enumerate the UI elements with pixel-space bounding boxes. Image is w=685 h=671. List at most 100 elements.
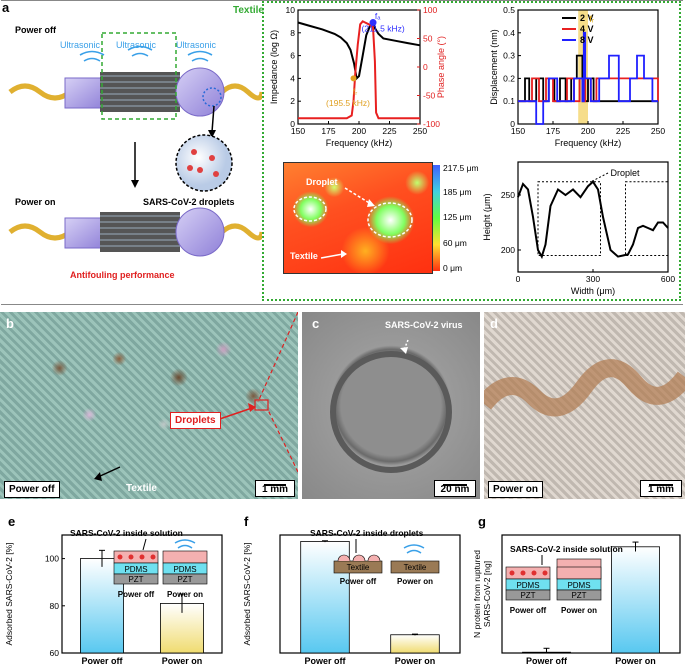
panel-d-overlay [484, 359, 685, 417]
inset5-solution [556, 566, 602, 580]
inset4-waves [403, 544, 425, 554]
displacement-ytick-label: 0.5 [503, 5, 515, 15]
colorbar-tick-2: 125 μm [443, 212, 472, 222]
panel-e-chart: 60 80 100 Power off Power on Adsorbed SARS-Co… [4, 528, 223, 666]
bar3-axes-box [61, 534, 223, 654]
bar4-ylabel-0: Adsorbed SARS-CoV-2 [%] [242, 543, 252, 646]
impedance-xlabel: Frequency (kHz) [326, 138, 393, 148]
displacement-xtick-label: 225 [616, 126, 630, 136]
bar3-ytick-label: 80 [50, 601, 60, 611]
inset3-pdms-label: PDMS [173, 565, 196, 574]
bar3-category-0: Power off [81, 656, 123, 666]
inset3-virus [150, 554, 156, 560]
inset5-label-0: Power off [510, 606, 547, 615]
displacement-fr-label: fᵣ [589, 14, 594, 24]
panel-label-b: b [6, 316, 14, 331]
antifouling-label: Antifouling performance [70, 270, 175, 280]
impedance-right-ytick-label: 100 [423, 5, 437, 15]
phase-ylabel: Phase angle (°) [436, 36, 446, 98]
fr-marker [350, 75, 357, 82]
inset3-solution [162, 550, 208, 564]
ultrasonic-label-2: Ultrasonic [116, 40, 157, 50]
ultrasonic-label-1: Ultrasonic [60, 40, 101, 50]
heatmap-textile-label: Textile [290, 251, 318, 261]
bar3-inset-title: SARS-CoV-2 inside solution [70, 528, 183, 538]
displacement-xtick-label: 175 [546, 126, 560, 136]
displacement-ytick-label: 0.2 [503, 73, 515, 83]
impedance-xtick-label: 200 [352, 126, 366, 136]
impedance-right-ytick-label: 50 [423, 34, 433, 44]
panel-d-image [484, 312, 685, 499]
bar5-ylabel-1: SARS-CoV-2 [ng] [482, 561, 492, 627]
panel-d-scalebar: 1 mm [640, 480, 682, 497]
inset3-pdms-label: PDMS [124, 565, 147, 574]
impedance-xtick-label: 150 [291, 126, 305, 136]
bar3-ylabel-0: Adsorbed SARS-CoV-2 [%] [4, 543, 14, 646]
power-off-label: Power off [15, 25, 57, 35]
inset5-virus [531, 570, 537, 576]
panel-label-c: c [312, 316, 320, 331]
height-heatmap [283, 162, 433, 274]
height-droplet-label: Droplet [611, 168, 641, 178]
bar5-1 [611, 546, 660, 654]
impedance-left-ytick-label: 8 [290, 28, 295, 38]
inset5-virus [509, 570, 515, 576]
panel-f-chart: Power off Power on Adsorbed SARS-CoV-2 [%]… [242, 528, 461, 666]
inset3-label-0: Power off [118, 590, 155, 599]
height-ylabel: Height (μm) [482, 193, 492, 240]
virus-label: SARS-CoV-2 virus [385, 320, 463, 330]
displacement-xtick-label: 200 [581, 126, 595, 136]
panel-b-power-off: Power off [4, 481, 60, 498]
fa-value: (211.5 kHz) [361, 24, 404, 34]
inset3-pzt [113, 573, 159, 585]
bar4-category-0: Power off [304, 656, 346, 666]
inset4-textile-1 [390, 560, 440, 574]
inset5-pzt-label: PZT [520, 591, 535, 600]
displacement-xlabel: Frequency (kHz) [555, 138, 622, 148]
panel-label-a: a [2, 0, 10, 15]
inset4-droplet [367, 554, 381, 562]
fr-label: fᵣ [353, 86, 357, 96]
height-xlabel: Width (μm) [571, 286, 615, 296]
heatmap-colorbar [433, 165, 440, 271]
displacement-xtick-label: 250 [651, 126, 665, 136]
inset5-virus [542, 570, 548, 576]
impedance-right-ytick-label: 0 [423, 62, 428, 72]
panel-b-image [0, 312, 298, 499]
panel-label-e: e [8, 514, 16, 529]
impedance-xtick-label: 225 [382, 126, 396, 136]
impedance-left-ytick-label: 10 [286, 5, 296, 15]
bar5-category-1: Power on [615, 656, 656, 666]
green-dashed-frame [262, 1, 681, 301]
inset5-label-1: Power on [561, 606, 597, 615]
fa-label: fₐ [375, 11, 381, 21]
impedance-left-ytick-label: 0 [290, 119, 295, 129]
impedance-left-ytick-label: 6 [290, 51, 295, 61]
bar4-1 [390, 634, 440, 654]
inset4-label-1: Power on [397, 577, 433, 586]
displacement-ytick-label: 0.4 [503, 28, 515, 38]
impedance-right-ytick-label: -50 [423, 91, 436, 101]
inset5-pzt-label: PZT [571, 591, 586, 600]
panel-d-scale-text: 1 mm [647, 484, 675, 495]
droplets-label: SARS-CoV-2 droplets [143, 197, 235, 207]
legend-label-0: 2 V [580, 13, 594, 23]
bar5-category-0: Power off [526, 656, 568, 666]
inset4-droplet [337, 554, 351, 562]
panel-b-scale-text: 1 mm [261, 484, 289, 495]
inset4-textile-label-0: Textile [347, 563, 370, 572]
bar4-inset-title: SARS-CoV-2 inside droplets [310, 528, 424, 538]
inset3-arrow [142, 538, 147, 551]
legend-label-1: 4 V [580, 24, 594, 34]
colorbar-tick-4: 0 μm [443, 263, 463, 273]
fr-value: (195.5 kHz) [326, 98, 370, 108]
height-xtick-label: 0 [516, 274, 521, 284]
panel-b-overlay [94, 312, 298, 481]
legend-label-2: 8 V [580, 35, 594, 45]
bar5-ylabel-0: N protein from ruptured [472, 550, 482, 638]
impedance-chart: 150 175 200 225 250 0 2 4 6 8 10 -100 -50 0 50 100 fₐ (21… [269, 5, 446, 148]
height-xtick-label: 600 [661, 274, 675, 284]
displacement-xtick-label: 150 [511, 126, 525, 136]
impedance-ylabel: Impedance (log Ω) [269, 30, 279, 104]
panel-label-g: g [478, 514, 486, 529]
